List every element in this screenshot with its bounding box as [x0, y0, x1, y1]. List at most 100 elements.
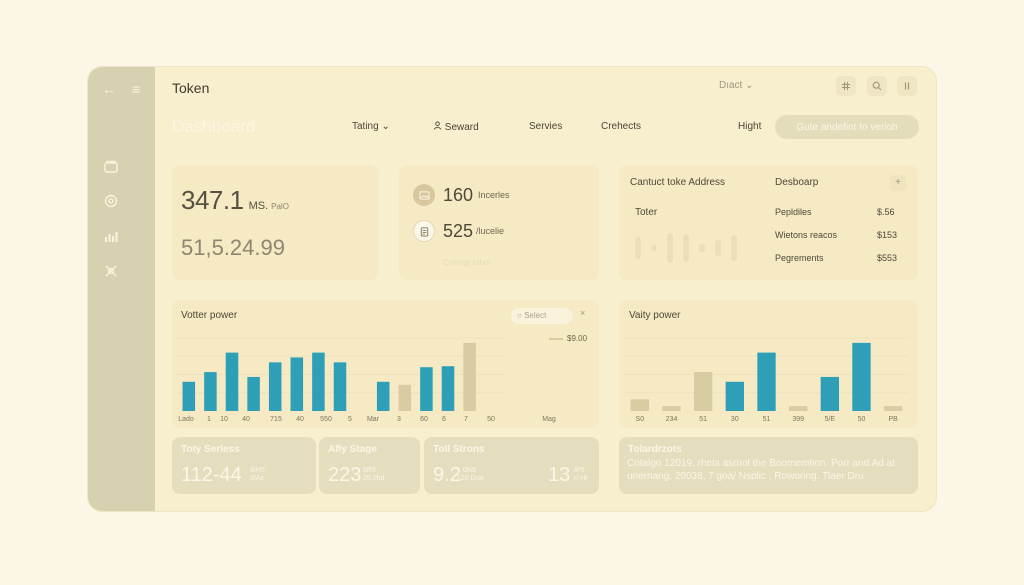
bar: [463, 342, 476, 411]
contract-row-label: Wietons reacos: [775, 230, 838, 240]
x-tick-label: 715: [270, 416, 282, 423]
nav-seward-label: Seward: [444, 122, 479, 133]
nav-seward[interactable]: Seward: [433, 121, 479, 133]
sidebar-item-wallet[interactable]: [103, 159, 119, 175]
mini-bar: [667, 233, 673, 263]
search-icon: [872, 81, 882, 91]
vaity-power-card: Vaity power S0 234 51 30 51 399 5/E 50 PB: [619, 300, 918, 428]
bar: [225, 352, 239, 411]
bar: [290, 357, 304, 411]
x-tick-label: 40: [296, 416, 304, 423]
hight-link[interactable]: Hight: [738, 121, 762, 132]
balance-unit: MS.: [248, 200, 269, 212]
footer-card-2-unit2: 25.0hd: [363, 475, 385, 482]
footer-card-1-title: Toty Serless: [181, 444, 240, 455]
user-icon: [433, 121, 442, 130]
select-circle-icon: ○: [517, 311, 522, 320]
app-window: ← ≡ Token Dashboard Dıact ⌄ Tating ⌄: [88, 67, 936, 511]
x-tick-label: 50: [487, 416, 495, 423]
contract-sub: Toter: [635, 207, 658, 218]
x-tick-label: PB: [888, 416, 898, 423]
counts-card: 160 Incerles 525 /lucelie Coltingr tabel: [399, 165, 599, 280]
pause-button[interactable]: [897, 76, 917, 96]
x-tick-label: S0: [636, 416, 645, 423]
footer-card-4-title: Tolardrzots: [628, 444, 682, 455]
footer-card-2-title: Afly Stage: [328, 444, 377, 455]
x-tick-label: 5/E: [825, 416, 836, 423]
sidebar-item-tools[interactable]: [103, 263, 119, 279]
vaity-power-title: Vaity power: [629, 310, 681, 321]
counts-footer: Coltingr tabel: [443, 258, 491, 267]
x-tick-label: 1: [207, 416, 211, 423]
balance-secondary: 51,5.24.99: [181, 235, 285, 260]
dict-dropdown[interactable]: Dıact ⌄: [719, 80, 754, 91]
x-tick-label: 7: [464, 416, 468, 423]
count-label-1: Incerles: [478, 190, 510, 200]
x-tick-label: Mar: [367, 416, 380, 423]
count-value-2: 525: [443, 220, 474, 241]
footer-card-3-unit: 1.0NS: [457, 467, 477, 474]
contract-row-value: $.56: [877, 207, 895, 217]
close-icon[interactable]: ×: [580, 308, 586, 318]
contract-row-label: Pegrements: [775, 253, 824, 263]
x-tick-label: Lado: [178, 416, 194, 423]
mini-bar: [715, 240, 721, 256]
footer-card-1-value: 112-44: [181, 464, 242, 486]
select-placeholder: Select: [524, 311, 547, 320]
vaity-power-chart: S0 234 51 30 51 399 5/E 50 PB: [624, 337, 909, 423]
nav-servies[interactable]: Servies: [529, 121, 563, 132]
footer-card-4-text: Cotalgo 12019, rhets asrnol the Boomemti…: [627, 458, 895, 482]
x-tick-label: 6: [442, 416, 446, 423]
voter-power-chart: Lado 1 10 40 715 40 550 5 Mar 3 60 6 7 50 Mag: [178, 337, 556, 423]
nav-crehects[interactable]: Crehects: [601, 121, 642, 132]
bar: [204, 372, 217, 411]
voter-power-card: Votter power ○ Select × $9.00 Lado 1 10 40 7…: [172, 300, 599, 428]
search-button[interactable]: [867, 76, 887, 96]
footer-card-4: Tolardrzots Cotalgo 12019, rhets asrnol …: [619, 437, 918, 494]
mini-bar: [683, 234, 689, 262]
contract-row-value: $553: [877, 253, 898, 263]
dict-label: Dıact: [719, 80, 743, 91]
sidebar-top: ← ≡: [102, 81, 140, 97]
image-icon: [413, 184, 435, 206]
pause-icon: [904, 82, 910, 90]
grid-button[interactable]: [836, 76, 856, 96]
sidebar-item-analytics[interactable]: [103, 229, 119, 245]
cta-button[interactable]: Gute andefint to verioh: [775, 115, 919, 139]
x-tick-label: 550: [320, 416, 332, 423]
legend-value: $9.00: [567, 334, 588, 343]
mini-bar: [731, 235, 737, 261]
footer-card-1: Toty Serless 112-44 8/H5 3/Air: [172, 437, 316, 494]
contract-row-value: $153: [877, 230, 898, 240]
bar: [725, 381, 745, 411]
bar: [312, 352, 325, 411]
select-dropdown[interactable]: ○ Select: [511, 308, 573, 324]
balance-primary: 347.1 MS. PalO: [181, 185, 289, 216]
bar: [693, 372, 713, 411]
legend-swatch: [549, 337, 563, 340]
footer-card-3-unit2: 120 Drat: [457, 475, 484, 482]
footer-card-3-title: Toll Strons: [433, 444, 485, 455]
bar: [398, 384, 412, 411]
contract-desc: Desboarp: [775, 177, 819, 188]
mini-bar: [635, 237, 641, 259]
add-button[interactable]: +: [890, 175, 906, 191]
footer-card-2-unit: 8R5: [363, 467, 376, 474]
gear-icon: [104, 194, 118, 208]
bar: [662, 406, 681, 411]
x-tick-label: 30: [731, 416, 739, 423]
bar: [820, 376, 840, 411]
footer-card-2-value: 223: [328, 464, 362, 486]
mini-bars: [635, 233, 737, 263]
menu-icon[interactable]: ≡: [132, 81, 141, 97]
bar: [441, 366, 455, 411]
bar-chart-icon: [105, 232, 118, 242]
count-label-2: /lucelie: [476, 226, 505, 236]
footer-card-3: Toll Strons 9.2 1.0NS 120 Drat 13 /P5 r/…: [424, 437, 599, 494]
nav-tating[interactable]: Tating ⌄: [352, 121, 390, 132]
sidebar-item-settings[interactable]: [103, 193, 119, 209]
back-arrow-icon[interactable]: ←: [102, 81, 116, 97]
app-title: Token: [172, 80, 210, 96]
count-row-1: 160 Incerles: [413, 184, 510, 206]
footer-card-3-unit3: /P5: [574, 467, 585, 474]
